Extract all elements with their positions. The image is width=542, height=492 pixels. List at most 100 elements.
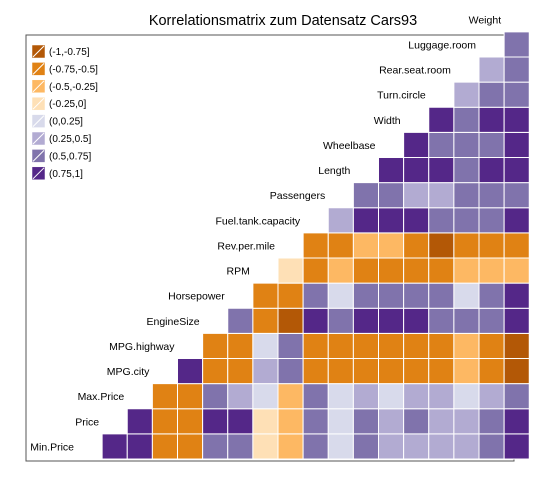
heatmap-cell-horsepower-max-price [227,383,254,410]
legend-swatch-mark [32,132,45,145]
heatmap-cell-max-price-price [126,408,153,435]
heatmap-cell-fuel-tank-capacity-price [302,408,329,435]
heatmap-cell-weight-width [503,106,530,133]
heatmap-cell-rev-per-mile-mpg-city [277,358,304,385]
variable-label: Width [374,115,401,127]
heatmap-cell-passengers-enginesize [327,307,354,334]
heatmap-cell-fuel-tank-capacity-max-price [302,383,329,410]
heatmap-cell-wheelbase-enginesize [378,307,405,334]
legend-label: (-1,-0.75] [49,47,90,58]
heatmap-cell-weight-rev-per-mile [503,232,530,259]
heatmap-cell-turn-circle-fuel-tank-capacity [428,207,455,234]
heatmap-cell-rpm-mpg-highway [252,332,279,360]
heatmap-cell-width-horsepower [403,282,430,309]
heatmap-cell-width-passengers [403,182,430,209]
heatmap-cell-length-mpg-city [352,358,380,385]
heatmap-cell-wheelbase-min-price [378,433,405,460]
variable-label: Horsepower [168,291,225,303]
heatmap-cell-rpm-max-price [252,383,279,410]
heatmap-cell-luggage-room-fuel-tank-capacity [478,207,505,234]
heatmap-cell-length-fuel-tank-capacity [352,207,380,234]
heatmap-cell-turn-circle-width [428,106,455,133]
legend-swatch-mark [32,115,45,127]
heatmap-cell-turn-circle-wheelbase [428,131,455,159]
heatmap-cell-width-length [403,157,430,184]
heatmap-cell-weight-luggage-room [503,31,530,58]
heatmap-cell-luggage-room-min-price [478,433,505,460]
legend-swatch-mark [32,150,45,162]
heatmap-cell-width-wheelbase [403,131,430,159]
heatmap-cell-rpm-mpg-city [252,358,279,385]
heatmap-cell-weight-rear-seat-room [503,56,530,83]
heatmap-cell-luggage-room-wheelbase [478,131,505,159]
heatmap-cell-wheelbase-passengers [378,182,405,209]
heatmap-cell-rev-per-mile-max-price [277,383,304,410]
heatmap-cell-rpm-enginesize [252,307,279,334]
heatmap-cell-rear-seat-room-turn-circle [453,81,480,108]
variable-label: Length [318,165,350,177]
heatmap-cell-wheelbase-mpg-city [378,358,405,385]
heatmap-cell-width-mpg-city [403,358,430,385]
heatmap-cell-passengers-price [327,408,354,435]
heatmap-cell-width-price [403,408,430,435]
heatmap-cell-luggage-room-horsepower [478,282,505,309]
heatmap-cell-turn-circle-passengers [428,182,455,209]
heatmap-cell-passengers-rev-per-mile [327,232,354,259]
heatmap-cell-mpg-highway-max-price [177,383,204,410]
heatmap-cell-rear-seat-room-max-price [453,383,480,410]
heatmap-cell-weight-length [503,157,530,184]
variable-label: Turn.circle [377,90,426,102]
legend-swatch-mark [32,97,45,110]
heatmap-cell-length-rpm [352,257,380,284]
heatmap-cell-enginesize-price [202,408,229,435]
heatmap-cell-enginesize-min-price [202,433,229,460]
heatmap-cell-weight-wheelbase [503,131,530,159]
heatmap-cell-width-rpm [403,257,430,284]
heatmap-cell-luggage-room-mpg-city [478,358,505,385]
heatmap-cell-enginesize-mpg-city [202,358,229,385]
heatmap-cell-turn-circle-min-price [428,433,455,460]
heatmap-cell-passengers-max-price [327,383,354,410]
heatmap-cell-mpg-highway-min-price [177,433,204,460]
heatmap-cell-weight-horsepower [503,282,530,309]
heatmap-cell-price-min-price [101,433,128,460]
legend-label: (0.5,0.75] [49,151,91,162]
heatmap-cell-rear-seat-room-min-price [453,433,480,460]
heatmap-cell-turn-circle-max-price [428,383,455,410]
heatmap-cell-rear-seat-room-passengers [453,182,480,209]
heatmap-cell-weight-enginesize [503,307,530,334]
variable-label: Luggage.room [408,39,476,51]
heatmap-cell-rev-per-mile-horsepower [277,282,304,309]
variable-label: MPG.city [107,366,150,378]
heatmap-cell-fuel-tank-capacity-mpg-highway [302,332,329,360]
heatmap-cell-passengers-fuel-tank-capacity [327,207,354,234]
heatmap-cell-fuel-tank-capacity-enginesize [302,307,329,334]
variable-label: Passengers [270,190,325,202]
heatmap-cell-rear-seat-room-length [453,157,480,184]
heatmap-cell-weight-max-price [503,383,530,410]
heatmap-cell-length-horsepower [352,282,380,309]
heatmap-cell-mpg-highway-mpg-city [177,358,204,385]
heatmap-cell-weight-rpm [503,257,530,284]
heatmap-cell-rear-seat-room-fuel-tank-capacity [453,207,480,234]
variable-label: Wheelbase [323,140,376,152]
heatmap-cell-length-min-price [352,433,380,460]
legend-swatch-mark [32,45,45,58]
heatmap-cell-luggage-room-mpg-highway [478,332,505,360]
heatmap-cell-luggage-room-rpm [478,257,505,284]
legend-swatch-mark [32,80,45,93]
heatmap-cell-turn-circle-enginesize [428,307,455,334]
variable-label: Price [75,416,99,428]
heatmap-cell-max-price-min-price [126,433,153,460]
heatmap-cells [101,31,530,460]
heatmap-cell-length-mpg-highway [352,332,380,360]
heatmap-cell-passengers-horsepower [327,282,354,309]
heatmap-cell-width-min-price [403,433,430,460]
heatmap-cell-length-max-price [352,383,380,410]
heatmap-cell-enginesize-mpg-highway [202,332,229,360]
heatmap-cell-length-price [352,408,380,435]
heatmap-cell-luggage-room-passengers [478,182,505,209]
variable-label: Min.Price [30,441,74,453]
heatmap-cell-length-passengers [352,182,380,209]
heatmap-cell-luggage-room-enginesize [478,307,505,334]
